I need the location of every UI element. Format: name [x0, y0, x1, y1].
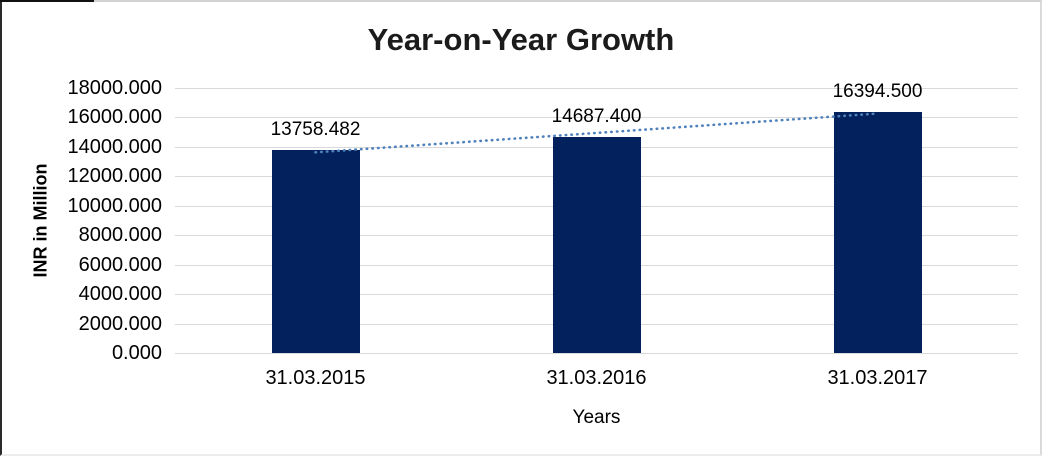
x-axis-title: Years	[572, 407, 621, 428]
border-accent	[0, 0, 94, 2]
y-axis-tick-label: 2000.000	[78, 312, 162, 335]
gridline	[175, 353, 1018, 354]
bar-data-label: 16394.500	[832, 80, 923, 102]
y-axis-tick-label: 8000.000	[78, 224, 162, 247]
x-axis-tick-label: 31.03.2017	[827, 367, 928, 389]
y-axis-tick-label: 10000.000	[67, 194, 162, 217]
x-axis-tick-label: 31.03.2016	[546, 367, 647, 389]
chart-title: Year-on-Year Growth	[367, 22, 675, 57]
bar	[271, 150, 360, 353]
trendline-path	[314, 112, 879, 154]
y-axis-tick-label: 16000.000	[67, 106, 162, 129]
y-axis-tick-label: 6000.000	[78, 253, 162, 276]
y-axis-tick-label: 4000.000	[78, 283, 162, 306]
gridline	[175, 88, 1018, 89]
bar-data-label: 13758.482	[270, 119, 361, 141]
bar	[833, 111, 922, 353]
y-axis-tick-label: 0.000	[111, 342, 162, 364]
y-axis-tick-label: 12000.000	[67, 165, 162, 188]
plot-area: 13758.482 14687.400 16394.500	[175, 81, 1018, 354]
bar	[552, 136, 641, 353]
bar-data-label: 14687.400	[551, 105, 642, 127]
y-axis-tick-label: 14000.000	[67, 135, 162, 158]
y-axis-tick-labels: 18000.000 16000.000 14000.000 12000.000 1000…	[2, 2, 162, 458]
x-axis-tick-label: 31.03.2015	[265, 367, 366, 389]
trendline	[314, 112, 879, 154]
gridline	[175, 117, 1018, 119]
x-axis-tick-labels: 31.03.2015 31.03.2016 31.03.2017	[175, 366, 1018, 392]
y-axis-tick-label: 18000.000	[67, 77, 162, 99]
